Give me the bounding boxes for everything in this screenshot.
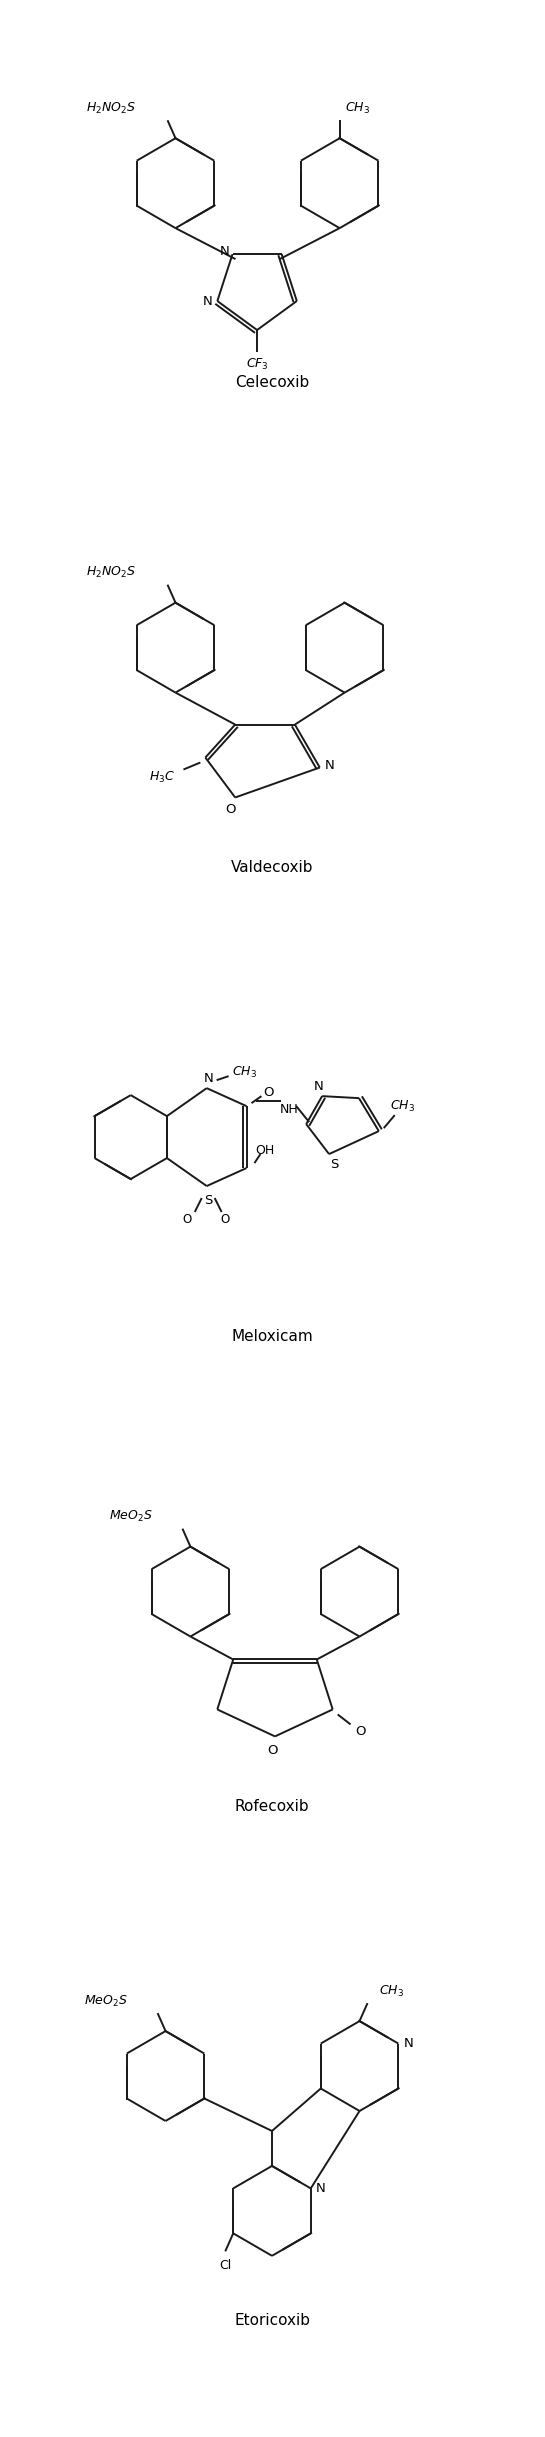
Text: $CH_3$: $CH_3$ (344, 100, 370, 117)
Text: N: N (316, 2181, 325, 2196)
Text: NH: NH (280, 1102, 299, 1116)
Text: N: N (204, 1072, 214, 1084)
Text: $H_3C$: $H_3C$ (149, 770, 175, 785)
Text: O: O (220, 1214, 229, 1226)
Text: O: O (263, 1084, 274, 1099)
Text: Valdecoxib: Valdecoxib (231, 860, 313, 875)
Text: $CF_3$: $CF_3$ (246, 356, 269, 370)
Text: $MeO_2S$: $MeO_2S$ (109, 1509, 153, 1523)
Text: OH: OH (255, 1143, 274, 1158)
Text: S: S (204, 1194, 213, 1206)
Text: N: N (403, 2037, 413, 2050)
Text: Rofecoxib: Rofecoxib (235, 1799, 310, 1813)
Text: O: O (182, 1214, 191, 1226)
Text: O: O (355, 1725, 366, 1738)
Text: Cl: Cl (219, 2259, 232, 2271)
Text: Etoricoxib: Etoricoxib (234, 2313, 310, 2327)
Text: $MeO_2S$: $MeO_2S$ (84, 1993, 128, 2008)
Text: $CH_3$: $CH_3$ (379, 1984, 404, 1998)
Text: N: N (220, 244, 229, 258)
Text: S: S (330, 1158, 338, 1170)
Text: $CH_3$: $CH_3$ (390, 1099, 415, 1114)
Text: $CH_3$: $CH_3$ (232, 1065, 257, 1080)
Text: Meloxicam: Meloxicam (231, 1328, 313, 1345)
Text: Celecoxib: Celecoxib (235, 375, 309, 390)
Text: $H_2NO_2S$: $H_2NO_2S$ (86, 565, 136, 580)
Text: $H_2NO_2S$: $H_2NO_2S$ (86, 100, 136, 117)
Text: N: N (203, 295, 212, 307)
Text: N: N (313, 1080, 323, 1092)
Text: O: O (267, 1745, 277, 1757)
Text: O: O (225, 802, 235, 816)
Text: N: N (325, 758, 335, 773)
